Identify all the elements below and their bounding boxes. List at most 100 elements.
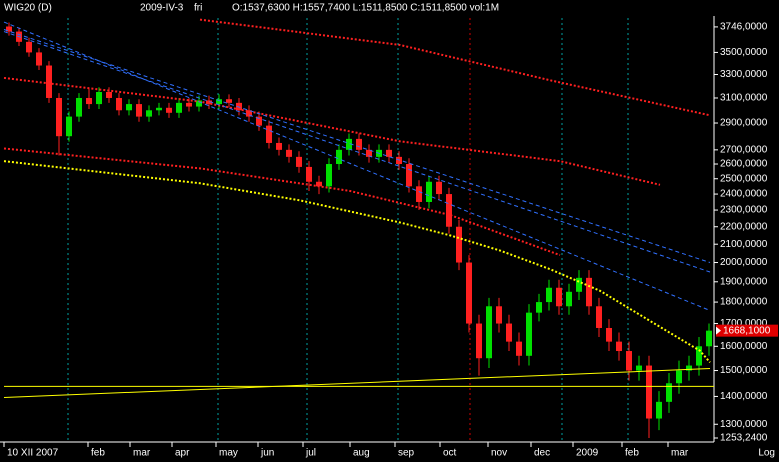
candle-body bbox=[606, 327, 612, 342]
candle-body bbox=[576, 277, 582, 292]
candle-body bbox=[706, 330, 712, 347]
candle-body bbox=[686, 365, 692, 371]
candle-body bbox=[26, 41, 32, 53]
candle-body bbox=[186, 102, 192, 107]
candle-body bbox=[646, 365, 652, 419]
candle-body bbox=[106, 91, 112, 98]
candle-body bbox=[116, 97, 122, 111]
candle-body bbox=[336, 149, 342, 165]
candle-body bbox=[636, 365, 642, 371]
candle-body bbox=[386, 149, 392, 157]
candle-body bbox=[396, 156, 402, 165]
y-tick-label: 1400,0000 bbox=[720, 391, 768, 402]
y-tick-label: 1600,0000 bbox=[720, 341, 768, 352]
candle-body bbox=[426, 181, 432, 202]
candle-body bbox=[286, 149, 292, 157]
x-tick-label: 10 XII 2007 bbox=[7, 448, 59, 459]
y-tick-label: 3300,0000 bbox=[720, 69, 768, 80]
quote: O:1537,6300 H:1557,7400 L:1511,8500 C:15… bbox=[232, 3, 499, 14]
overlay-line bbox=[3, 160, 711, 364]
candle-body bbox=[436, 181, 442, 195]
overlay-line bbox=[3, 147, 561, 257]
candle-body bbox=[586, 277, 592, 307]
candle-body bbox=[86, 97, 92, 105]
y-tick-label: 3100,0000 bbox=[720, 93, 768, 104]
x-tick-label: aug bbox=[353, 448, 370, 459]
candle-body bbox=[626, 351, 632, 371]
date: 2009-IV-3 bbox=[140, 3, 184, 14]
x-tick-label: feb bbox=[625, 448, 639, 459]
candle-body bbox=[176, 102, 182, 113]
overlay-line bbox=[3, 21, 711, 311]
x-tick-label: mar bbox=[133, 448, 151, 459]
x-tick-label: 2009 bbox=[576, 448, 599, 459]
candle-body bbox=[446, 194, 452, 227]
candle-body bbox=[486, 306, 492, 359]
candle-body bbox=[36, 52, 42, 66]
y-tick-label: 2000,0000 bbox=[720, 257, 768, 268]
candle-body bbox=[616, 341, 622, 352]
candle-body bbox=[506, 323, 512, 342]
x-tick-label: dec bbox=[534, 448, 550, 459]
y-tick-label: 1800,0000 bbox=[720, 297, 768, 308]
candle-body bbox=[566, 291, 572, 307]
y-tick-label: 2300,0000 bbox=[720, 205, 768, 216]
candle-body bbox=[266, 125, 272, 143]
y-tick-label: 1700,0000 bbox=[720, 318, 768, 329]
candle-body bbox=[546, 287, 552, 303]
candle-body bbox=[246, 110, 252, 117]
last-price-pointer bbox=[716, 326, 721, 335]
x-tick-label: apr bbox=[175, 448, 190, 459]
candle-body bbox=[416, 186, 422, 202]
candle-body bbox=[456, 226, 462, 263]
candle-body bbox=[256, 116, 262, 126]
candle-body bbox=[216, 99, 222, 105]
candle-body bbox=[66, 116, 72, 137]
overlay-line bbox=[3, 29, 711, 263]
candle-body bbox=[466, 262, 472, 324]
candle-body bbox=[496, 306, 502, 324]
y-tick-label: 2700,0000 bbox=[720, 144, 768, 155]
y-tick-label: 1500,0000 bbox=[720, 365, 768, 376]
x-tick-label: jul bbox=[305, 448, 316, 459]
candle-body bbox=[666, 383, 672, 402]
y-tick-label: 2500,0000 bbox=[720, 173, 768, 184]
candle-body bbox=[556, 287, 562, 307]
candle-body bbox=[136, 104, 142, 117]
candle-body bbox=[696, 346, 702, 366]
overlay-line bbox=[3, 368, 711, 399]
candle-body bbox=[346, 138, 352, 150]
candle-body bbox=[306, 166, 312, 182]
overlay-line bbox=[3, 76, 661, 186]
candle-body bbox=[166, 107, 172, 113]
candle-body bbox=[56, 97, 62, 137]
candle-body bbox=[516, 341, 522, 356]
x-tick-label: oct bbox=[443, 448, 457, 459]
y-tick-label: 2900,0000 bbox=[720, 118, 768, 129]
overlay-line bbox=[3, 31, 711, 273]
candle-body bbox=[276, 142, 282, 150]
candle-body bbox=[316, 181, 322, 187]
scale-label: Log bbox=[758, 448, 775, 459]
x-tick-label: jun bbox=[260, 448, 274, 459]
chart-title: WIG20 (D) bbox=[4, 3, 52, 14]
candle-body bbox=[366, 149, 372, 157]
candle-body bbox=[96, 91, 102, 105]
y-tick-label: 3746,0000 bbox=[720, 22, 768, 33]
y-tick-label: 2100,0000 bbox=[720, 239, 768, 250]
y-tick-label: 2400,0000 bbox=[720, 189, 768, 200]
candle-body bbox=[46, 65, 52, 98]
candle-body bbox=[226, 99, 232, 103]
candle-body bbox=[126, 104, 132, 111]
candle-body bbox=[476, 323, 482, 359]
y-tick-label: 1300,0000 bbox=[720, 419, 768, 430]
overlay-line bbox=[199, 18, 711, 117]
y-tick-label: 3500,0000 bbox=[720, 47, 768, 58]
candle-body bbox=[526, 312, 532, 356]
x-tick-label: nov bbox=[491, 448, 507, 459]
x-tick-label: feb bbox=[91, 448, 105, 459]
x-tick-label: may bbox=[219, 448, 238, 459]
candle-body bbox=[296, 156, 302, 167]
candle-body bbox=[146, 110, 152, 117]
